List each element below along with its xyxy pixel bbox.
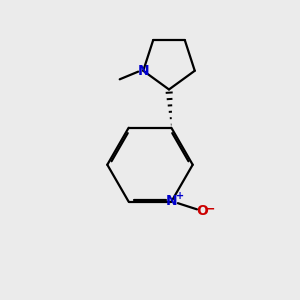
Text: N: N: [137, 64, 149, 78]
Text: O: O: [196, 203, 208, 218]
Text: N: N: [166, 194, 178, 208]
Text: −: −: [205, 202, 215, 216]
Text: +: +: [176, 191, 184, 201]
